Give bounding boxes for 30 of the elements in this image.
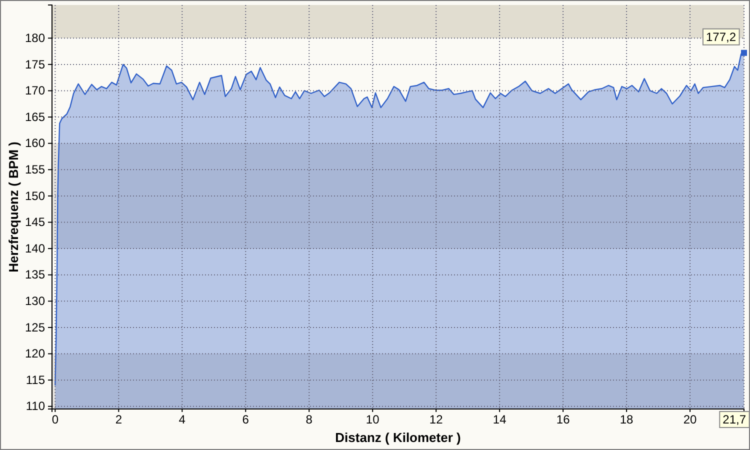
y-tick-label: 125 (24, 320, 46, 334)
y-tick-label: 180 (24, 30, 46, 45)
x-tick-label: 4 (178, 412, 186, 427)
x-tick-label: 21,7 (722, 412, 746, 427)
x-tick-label: 8 (306, 412, 313, 427)
y-tick-label: 130 (24, 294, 46, 308)
x-tick-label: 12 (429, 412, 444, 427)
x-tick-label: 2 (115, 412, 122, 427)
x-tick-label: 10 (366, 412, 380, 427)
y-tick-label: 175 (24, 57, 46, 72)
x-tick-label: 20 (683, 412, 698, 427)
x-tick-label: 0 (52, 412, 59, 427)
y-tick-label: 135 (24, 268, 46, 282)
y-tick-label: 145 (24, 215, 46, 230)
x-tick-label: 6 (242, 412, 250, 427)
y-tick-label: 160 (24, 136, 46, 150)
x-tick-label: 14 (492, 412, 507, 427)
y-tick-label: 165 (24, 110, 46, 124)
y-tick-label: 155 (24, 162, 46, 176)
y-tick-label: 110 (26, 399, 46, 414)
y-tick-label: 120 (24, 346, 46, 361)
y-axis-title: Herzfrequenz ( BPM ) (6, 142, 21, 272)
x-tick-label: 16 (556, 412, 570, 427)
annotation: 177,2 (706, 30, 736, 44)
y-tick-label: 140 (24, 241, 46, 256)
y-tick-label: 115 (26, 372, 46, 387)
x-tick-label: 18 (620, 412, 634, 427)
x-axis-title: Distanz ( Kilometer ) (335, 430, 461, 445)
y-tick-label: 150 (24, 188, 46, 203)
y-tick-label: 170 (24, 84, 46, 98)
